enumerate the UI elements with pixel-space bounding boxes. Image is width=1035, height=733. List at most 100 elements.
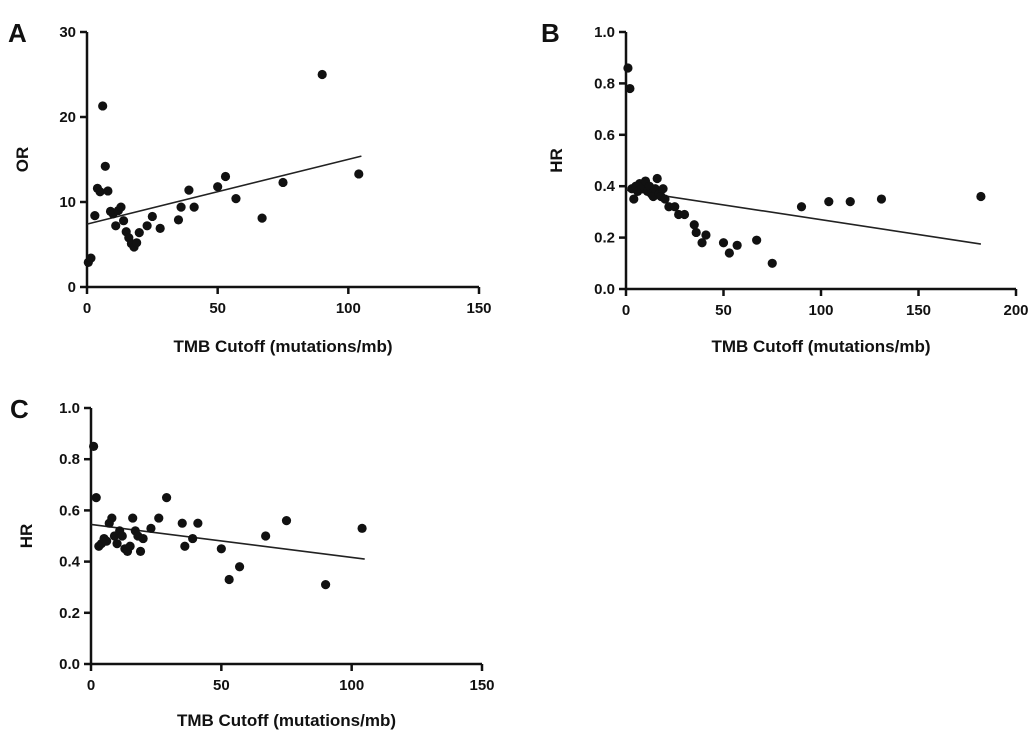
panel-c-data-point: [357, 523, 367, 533]
panel-b-data-point: [732, 240, 742, 250]
panel-b-y-tick-label: 0.4: [594, 178, 616, 195]
panel-c-x-tick-label: 50: [213, 677, 230, 694]
panel-a-data-point: [213, 182, 223, 192]
panel-a-data-point: [317, 69, 327, 80]
panel-a-data-point: [147, 211, 157, 222]
panel-c-data-point: [180, 541, 190, 551]
panel-a-x-tick-label: 50: [209, 300, 226, 317]
panel-c-data-point: [281, 516, 292, 526]
panel-a-data-point: [134, 228, 144, 238]
panel-a-data-point: [90, 211, 100, 221]
panel-c-data-point: [261, 531, 271, 541]
panel-c-data-point: [128, 513, 138, 523]
panel-c-data-point: [216, 544, 226, 554]
panel-c-y-tick-label: 0.4: [59, 554, 81, 571]
panel-a-data-point: [184, 185, 194, 195]
panel-b-data-point: [629, 194, 639, 204]
panel-b-y-tick-label: 0.0: [594, 281, 615, 298]
panel-b-data-point: [689, 220, 699, 230]
panel-b-data-point: [625, 83, 635, 94]
panel-b-data-point: [697, 238, 707, 248]
panel-c-y-axis-title: HR: [17, 524, 36, 549]
panel-c-data-point: [135, 546, 146, 556]
panel-b-trend-line: [625, 189, 982, 245]
panel-c-y-tick-label: 0.2: [59, 605, 80, 622]
panel-b-data-point: [670, 202, 680, 212]
panel-b-data-point: [652, 173, 662, 184]
panel-b-data-point: [976, 191, 986, 202]
panel-c-data-point: [224, 574, 234, 585]
panel-a-data-point: [132, 238, 142, 248]
panel-b-data-point: [718, 238, 729, 248]
panel-b-y-tick-label: 0.6: [594, 127, 615, 144]
panel-b-y-tick-label: 0.2: [594, 230, 615, 247]
panel-c-y-tick-label: 1.0: [59, 400, 80, 417]
panel-c-y-tick-label: 0.6: [59, 502, 80, 519]
panel-a-x-tick-label: 0: [83, 300, 91, 317]
panel-c-data-point: [188, 533, 198, 544]
panel-c-label: C: [10, 394, 29, 424]
panel-c-data-point: [234, 562, 245, 572]
panel-a-data-point: [220, 171, 231, 182]
panel-a-data-point: [118, 216, 129, 226]
panel-c-y-tick-label: 0.8: [59, 451, 80, 468]
panel-c-x-tick-label: 0: [87, 677, 95, 694]
panel-a-chart: A 0 10 20 30 0 50 100 150 TMB Cutoff (mutations/m…: [8, 18, 492, 356]
panel-a-data-point: [111, 221, 121, 231]
panel-a-data-point: [278, 177, 288, 188]
panel-b-chart: B 0.0 0.2 0.4 0.6 0.8 1.0 0 50 100 150 200 TMB Cutof…: [541, 18, 1029, 356]
panel-c-chart: C 0.0 0.2 0.4 0.6 0.8 1.0 0 50 100 150 TMB Cutoff (…: [10, 394, 495, 730]
panel-b-x-tick-label: 50: [715, 302, 732, 319]
panel-b-x-tick-label: 150: [906, 302, 931, 319]
panel-a-data-point: [86, 253, 96, 263]
panel-b-x-axis-title: TMB Cutoff (mutations/mb): [711, 337, 930, 356]
panel-a-data-point: [95, 187, 105, 197]
panel-a-data-point: [176, 202, 186, 212]
panel-a-y-tick-label: 20: [59, 109, 76, 126]
panel-b-data-point: [724, 248, 734, 258]
panel-a-data-point: [189, 202, 199, 212]
panel-b-x-tick-label: 0: [622, 302, 630, 319]
panel-a-data-point: [116, 202, 126, 212]
panel-c-data-point: [91, 493, 101, 503]
panel-b-y-tick-label: 0.8: [594, 75, 615, 92]
panel-c-data-point: [154, 513, 164, 523]
panel-b-data-point: [701, 230, 711, 240]
panel-a-data-point: [142, 221, 152, 231]
panel-b-data-point: [691, 227, 701, 238]
panel-a-data-point: [173, 215, 184, 225]
panel-b-data-point: [623, 63, 633, 73]
panel-b-data-point: [660, 194, 670, 204]
panel-a-trend-line: [86, 155, 362, 225]
panel-a-y-axis-title: OR: [13, 147, 32, 173]
panel-c-data-point: [125, 541, 135, 551]
panel-a-data-point: [257, 213, 267, 223]
panel-b-x-tick-label: 200: [1003, 302, 1028, 319]
panel-a-label: A: [8, 18, 27, 48]
panel-c-data-point: [107, 513, 117, 523]
panel-b-x-tick-label: 100: [808, 302, 833, 319]
panel-a-x-tick-label: 150: [466, 300, 491, 317]
panel-c-data-point: [138, 533, 148, 544]
panel-b-data-point: [845, 197, 855, 207]
panel-c-x-tick-label: 100: [339, 677, 364, 694]
panel-c-data-point: [321, 580, 331, 590]
panel-c-y-tick-label: 0.0: [59, 656, 80, 673]
panel-a-data-point: [103, 186, 113, 196]
panel-b-y-tick-label: 1.0: [594, 24, 615, 41]
panel-c-x-tick-label: 150: [469, 677, 494, 694]
panel-c-data-point: [146, 523, 156, 533]
panel-a-data-point: [100, 161, 110, 171]
panel-a-y-tick-label: 30: [59, 24, 76, 41]
panel-c-data-point: [161, 493, 172, 503]
panel-b-data-point: [824, 197, 834, 207]
panel-b-y-axis-title: HR: [547, 148, 566, 173]
panel-c-data-point: [177, 518, 187, 528]
panel-b-data-point: [796, 202, 807, 212]
panel-a-data-point: [354, 169, 364, 179]
panel-c-data-point: [89, 441, 99, 451]
panel-c-x-axis-title: TMB Cutoff (mutations/mb): [177, 711, 396, 730]
panel-c-data-point: [193, 518, 203, 528]
panel-c-data-point: [102, 536, 112, 546]
panel-c-data-point: [112, 539, 122, 549]
